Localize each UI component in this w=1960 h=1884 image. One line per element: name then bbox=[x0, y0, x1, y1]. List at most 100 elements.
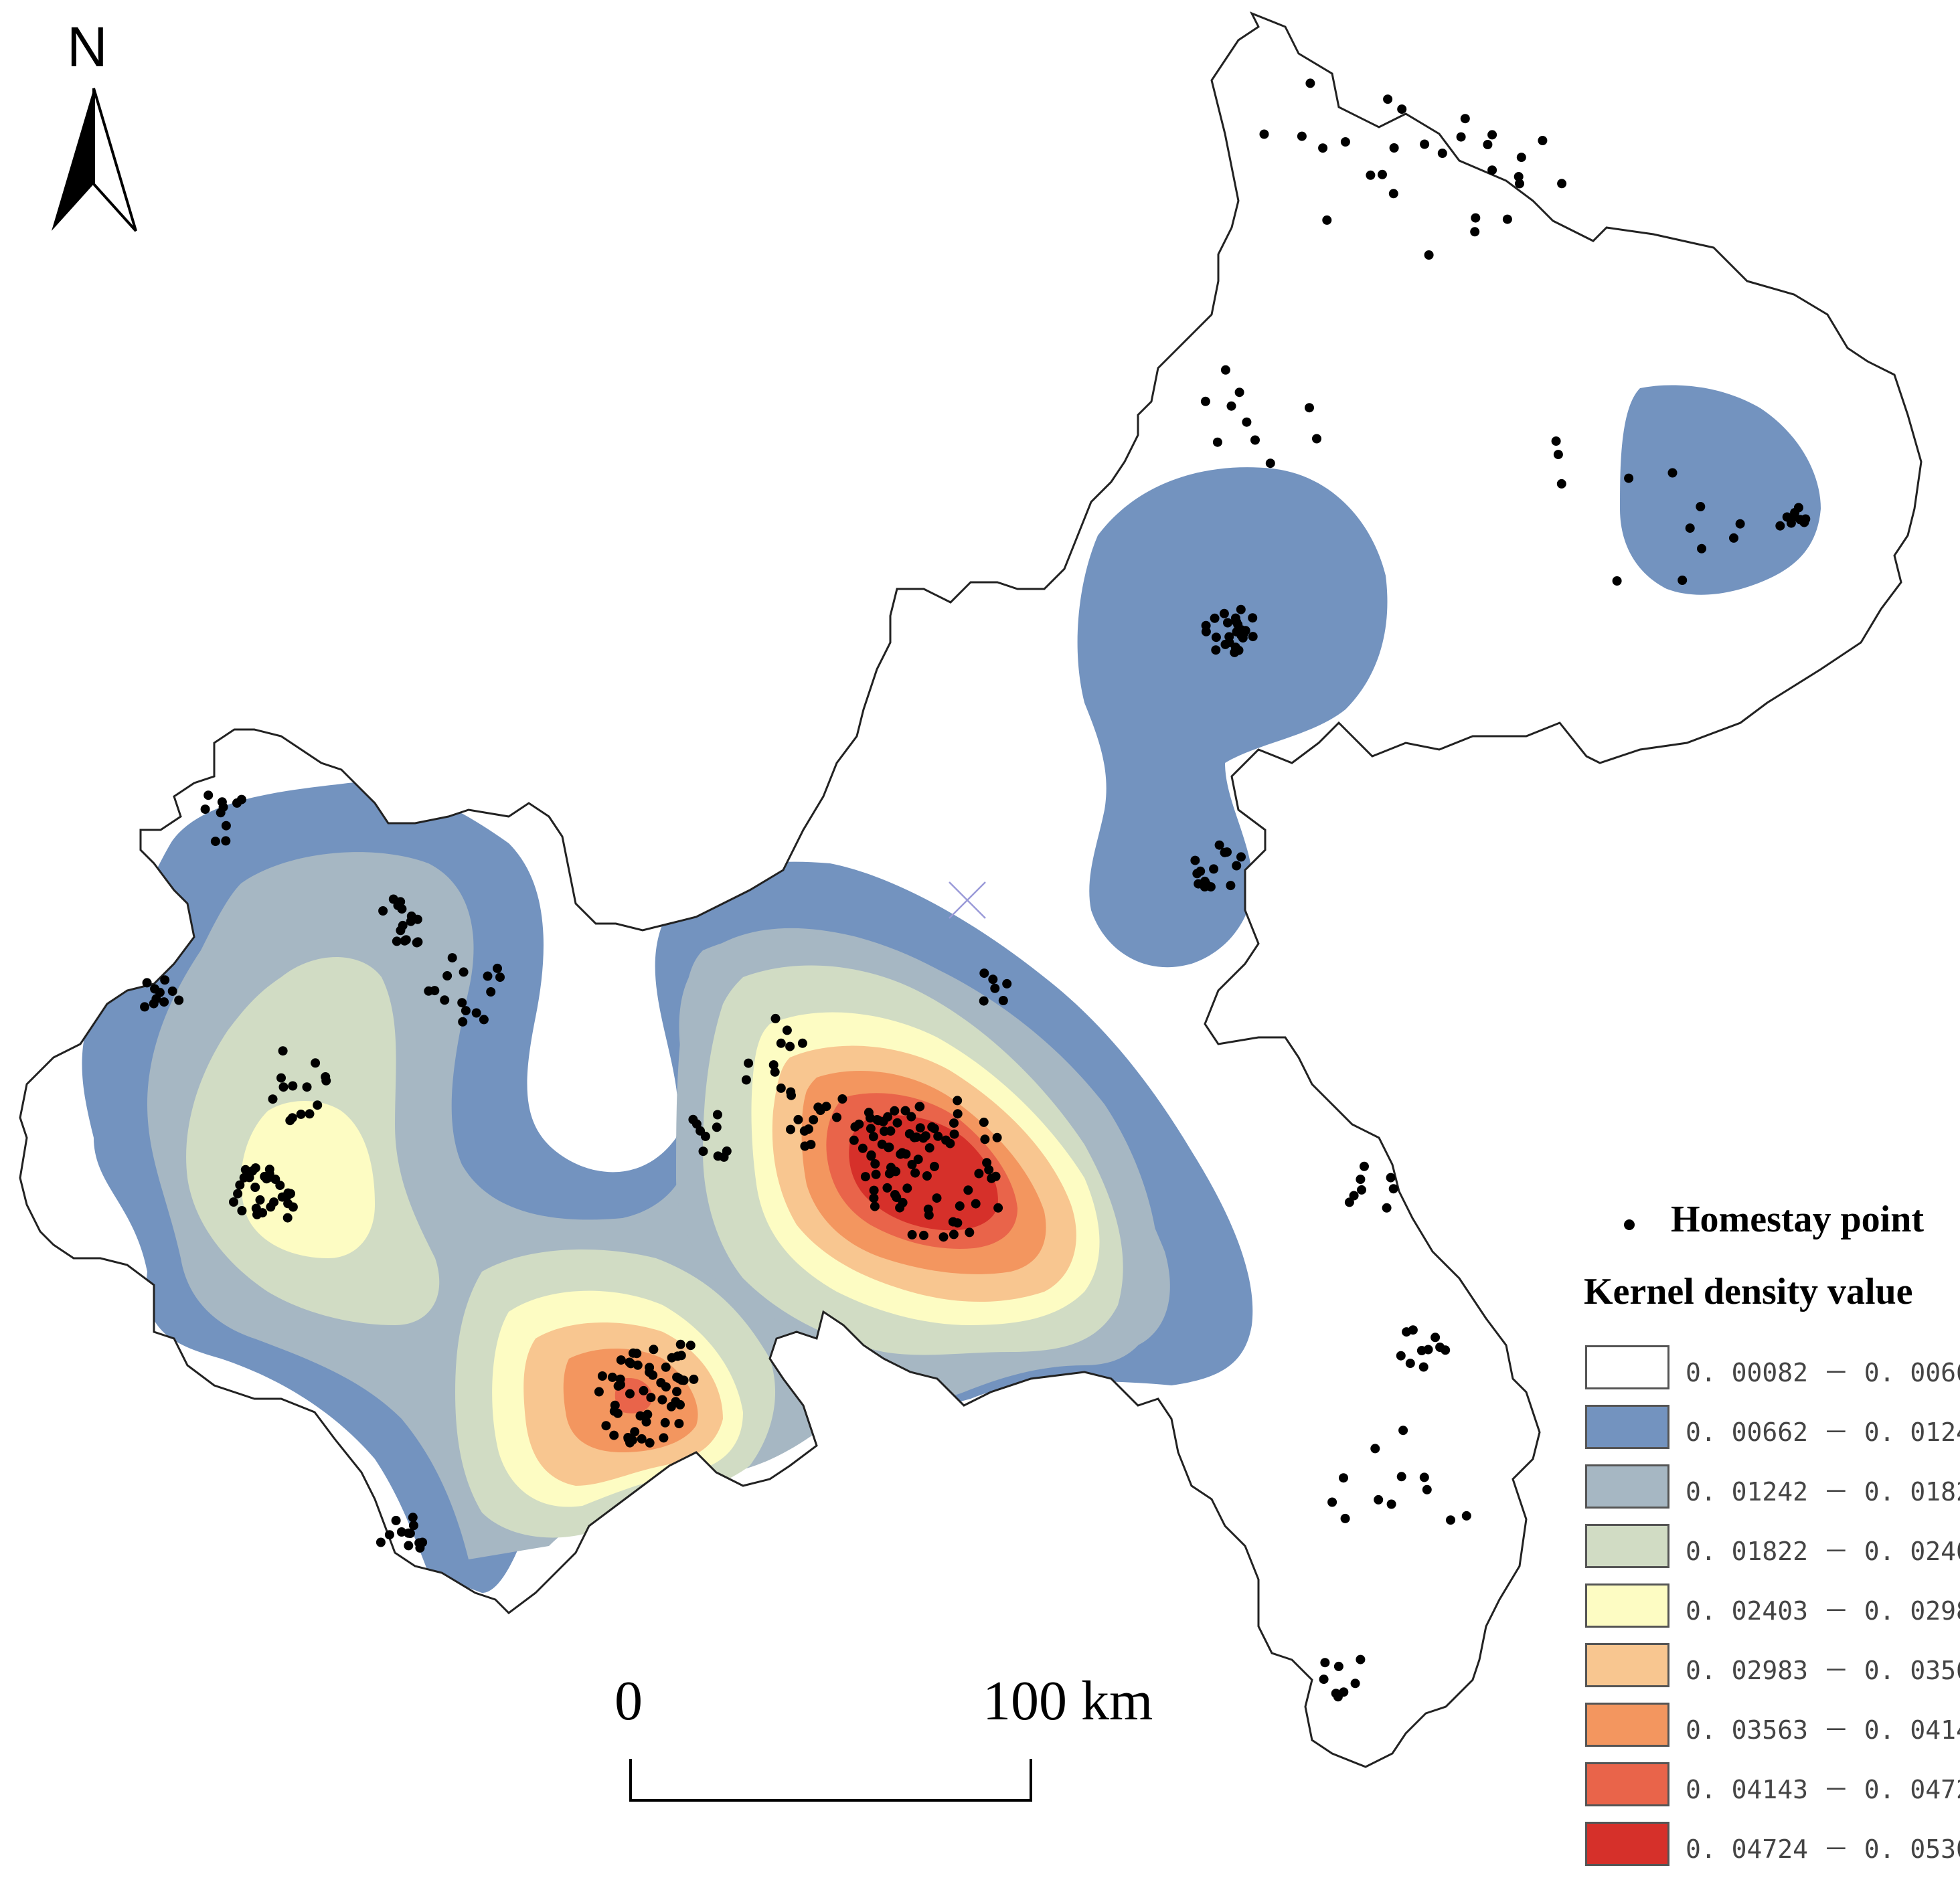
homestay-point bbox=[1483, 140, 1493, 149]
homestay-point bbox=[442, 971, 453, 980]
homestay-point bbox=[871, 1169, 881, 1179]
homestay-point bbox=[630, 1427, 640, 1437]
homestay-point bbox=[1236, 604, 1246, 614]
homestay-point bbox=[627, 1435, 637, 1445]
legend-title: Kernel density value bbox=[1584, 1271, 1913, 1312]
homestay-point bbox=[882, 1183, 892, 1193]
homestay-point bbox=[1223, 618, 1232, 628]
homestay-point bbox=[803, 1124, 813, 1134]
homestay-point bbox=[1487, 130, 1497, 140]
homestay-point bbox=[832, 1112, 841, 1122]
homestay-point bbox=[1224, 632, 1234, 642]
homestay-point bbox=[929, 1161, 939, 1171]
homestay-point bbox=[1226, 401, 1236, 411]
legend-class-row: 0. 02983 － 0. 03563 bbox=[1585, 1643, 1960, 1691]
homestay-point bbox=[235, 1180, 245, 1190]
homestay-point bbox=[255, 1195, 265, 1205]
homestay-point bbox=[645, 1367, 655, 1377]
homestay-point bbox=[821, 1102, 831, 1112]
homestay-point bbox=[278, 1046, 288, 1056]
homestay-point bbox=[933, 1131, 943, 1141]
homestay-point bbox=[1340, 1513, 1350, 1523]
legend-class-swatch bbox=[1585, 1643, 1669, 1687]
homestay-point bbox=[785, 1041, 795, 1051]
homestay-point bbox=[1418, 1362, 1428, 1372]
homestay-point bbox=[1514, 172, 1524, 181]
homestay-point bbox=[1230, 647, 1240, 657]
homestay-point bbox=[1386, 1499, 1396, 1509]
homestay-point bbox=[1697, 543, 1706, 553]
homestay-point bbox=[632, 1349, 642, 1359]
homestay-point bbox=[904, 1129, 914, 1139]
homestay-point bbox=[870, 1201, 880, 1211]
homestay-point bbox=[864, 1108, 874, 1118]
homestay-point bbox=[483, 971, 493, 981]
homestay-point bbox=[615, 1374, 625, 1384]
homestay-point bbox=[1551, 436, 1561, 446]
legend-class-label: 0. 03563 － 0. 04143 bbox=[1686, 1715, 1960, 1745]
homestay-point bbox=[906, 1112, 916, 1122]
homestay-point bbox=[461, 1006, 471, 1016]
homestay-point bbox=[440, 995, 450, 1005]
homestay-point bbox=[1446, 1515, 1455, 1525]
homestay-point bbox=[229, 1197, 238, 1207]
homestay-point bbox=[809, 1115, 819, 1125]
homestay-point bbox=[806, 1140, 816, 1150]
homestay-point bbox=[149, 999, 159, 1009]
homestay-point bbox=[493, 963, 502, 973]
homestay-point bbox=[626, 1359, 636, 1369]
homestay-point bbox=[945, 1138, 955, 1148]
homestay-point bbox=[1696, 502, 1706, 511]
homestay-point bbox=[849, 1135, 859, 1145]
homestay-point bbox=[712, 1122, 722, 1132]
homestay-point bbox=[1786, 515, 1796, 525]
homestay-point bbox=[675, 1339, 685, 1349]
north-label: N bbox=[67, 15, 108, 78]
legend-class-label: 0. 00082 － 0. 00662 bbox=[1686, 1358, 1960, 1387]
homestay-point bbox=[486, 987, 496, 997]
homestay-point bbox=[870, 1159, 880, 1169]
homestay-point bbox=[1678, 576, 1688, 585]
legend-class-swatch bbox=[1585, 1464, 1669, 1509]
homestay-point bbox=[216, 808, 226, 818]
homestay-point bbox=[786, 1087, 796, 1097]
homestay-point bbox=[1419, 1472, 1429, 1482]
homestay-point bbox=[471, 1008, 481, 1018]
homestay-point bbox=[601, 1421, 611, 1431]
homestay-point bbox=[982, 1158, 992, 1168]
homestay-point bbox=[221, 821, 231, 831]
north-arrow-icon bbox=[52, 88, 137, 232]
homestay-point bbox=[657, 1395, 667, 1405]
homestay-point bbox=[1211, 632, 1221, 643]
homestay-point bbox=[776, 1083, 786, 1093]
homestay-point bbox=[1378, 169, 1387, 179]
homestay-point bbox=[240, 1165, 250, 1175]
homestay-point bbox=[866, 1150, 876, 1160]
homestay-point bbox=[953, 1109, 963, 1119]
homestay-point bbox=[907, 1160, 917, 1169]
homestay-point bbox=[1234, 388, 1244, 398]
homestay-point bbox=[689, 1374, 699, 1384]
homestay-point bbox=[793, 1114, 803, 1124]
homestay-point bbox=[1214, 840, 1224, 850]
homestay-point bbox=[479, 1015, 489, 1025]
legend-class-row: 0. 01822 － 0. 02403 bbox=[1585, 1524, 1960, 1572]
homestay-point bbox=[404, 1541, 414, 1551]
homestay-point bbox=[698, 1146, 708, 1157]
legend-class-label: 0. 01822 － 0. 02403 bbox=[1686, 1537, 1960, 1566]
homestay-point bbox=[1424, 250, 1434, 260]
homestay-point bbox=[712, 1110, 722, 1120]
homestay-point bbox=[1248, 613, 1258, 623]
homestay-point bbox=[612, 1408, 623, 1418]
homestay-point bbox=[700, 1131, 710, 1141]
homestay-point bbox=[880, 1126, 889, 1136]
homestay-point bbox=[1322, 215, 1332, 225]
homestay-point bbox=[641, 1417, 651, 1427]
legend-class-swatch bbox=[1585, 1703, 1669, 1747]
homestay-point bbox=[1437, 149, 1447, 158]
homestay-point bbox=[150, 984, 160, 994]
homestay-point bbox=[275, 1181, 285, 1191]
homestay-point bbox=[744, 1058, 754, 1068]
homestay-point bbox=[1516, 153, 1526, 163]
